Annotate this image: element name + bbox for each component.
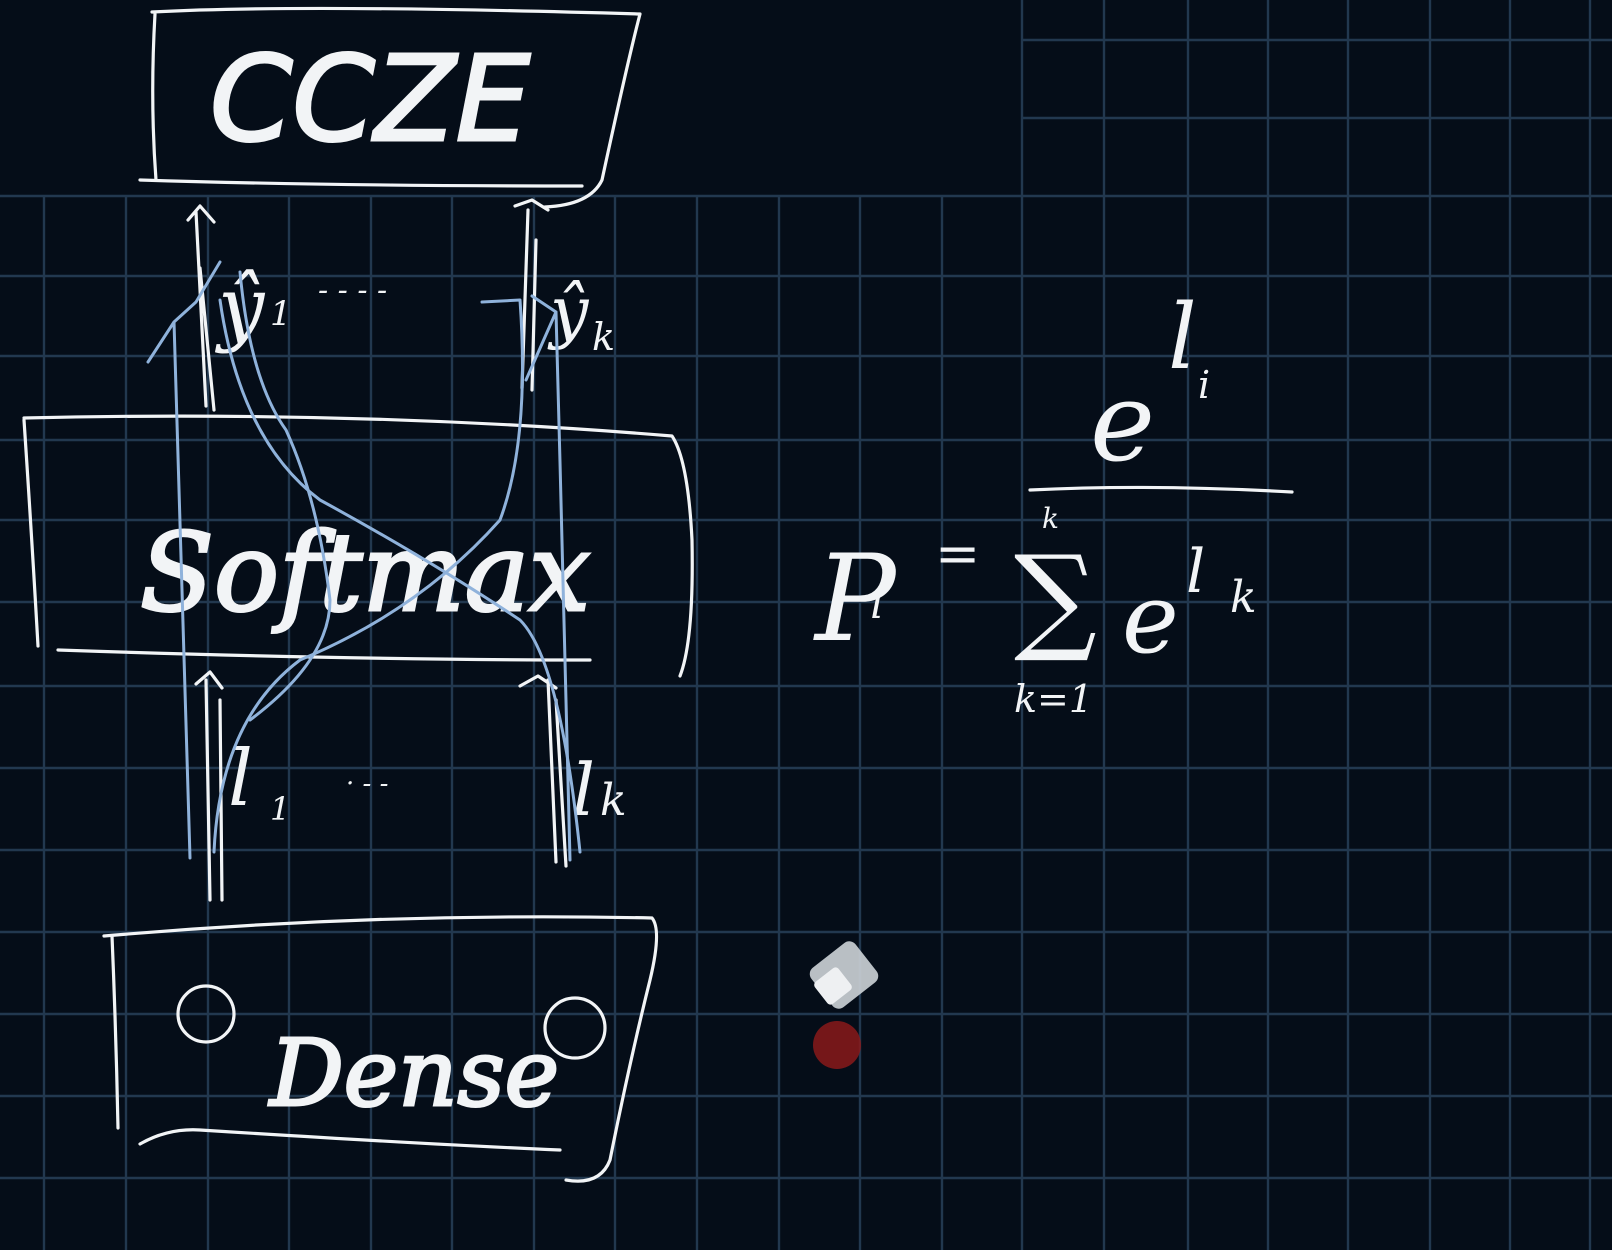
bottom-box-label: Dense [268, 1020, 559, 1127]
input-l1-subscript: 1 [270, 790, 290, 828]
formula-equals: = [935, 522, 980, 585]
bottom-box-dense: Dense [102, 915, 659, 1183]
input-l1-label: l [228, 734, 253, 824]
dense-neuron-right [543, 996, 607, 1060]
output-y1-subscript: 1 [270, 294, 292, 334]
input-lk-label: l [572, 748, 595, 832]
fraction-bar [1028, 485, 1294, 494]
formula-denominator-base: e [1122, 563, 1179, 675]
output-labels: ŷ 1 - - - - ŷ k [186, 198, 615, 412]
output-dots: - - - - [318, 273, 387, 308]
output-yk-label: ŷ [547, 273, 590, 352]
formula-numerator-exponent: l [1168, 285, 1197, 390]
input-labels: l 1 · - - l k [194, 670, 627, 902]
dense-neuron-left [176, 984, 236, 1044]
middle-box-outline [22, 414, 694, 678]
top-box-outline [138, 6, 642, 209]
formula-lhs: P [813, 530, 898, 669]
middle-box-label: Softmax [140, 511, 590, 636]
formula-sum-symbol: ∑ [1014, 531, 1097, 666]
formula-numerator-base: e [1090, 358, 1155, 486]
input-lk-subscript: k [600, 775, 627, 826]
formula-denominator-exponent-subscript: k [1230, 572, 1257, 623]
top-box-label: CCZE [210, 30, 531, 168]
middle-box-softmax: Softmax [22, 414, 694, 678]
input-dots: · - - [346, 769, 388, 799]
eraser-icon[interactable] [807, 938, 882, 1012]
formula-denominator-exponent: l [1186, 537, 1205, 607]
highlight-strokes [146, 260, 582, 862]
formula-sum-lower: k=1 [1014, 677, 1093, 721]
bottom-box-outline [102, 915, 659, 1183]
softmax-formula: P i = e l i ∑ k k=1 e l k [813, 285, 1294, 721]
formula-sum-upper: k [1042, 502, 1059, 535]
formula-numerator-exponent-subscript: i [1198, 363, 1210, 407]
formula-lhs-subscript: i [870, 579, 883, 628]
output-yk-subscript: k [592, 315, 615, 359]
laser-pointer-icon[interactable] [813, 1021, 861, 1069]
top-box-ccze: CCZE [138, 6, 642, 209]
